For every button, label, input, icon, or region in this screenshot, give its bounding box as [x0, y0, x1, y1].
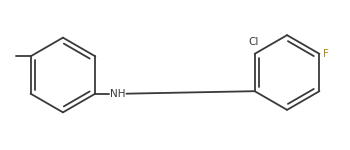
Text: Cl: Cl — [248, 37, 259, 47]
Text: NH: NH — [110, 89, 126, 99]
Text: F: F — [322, 49, 328, 59]
